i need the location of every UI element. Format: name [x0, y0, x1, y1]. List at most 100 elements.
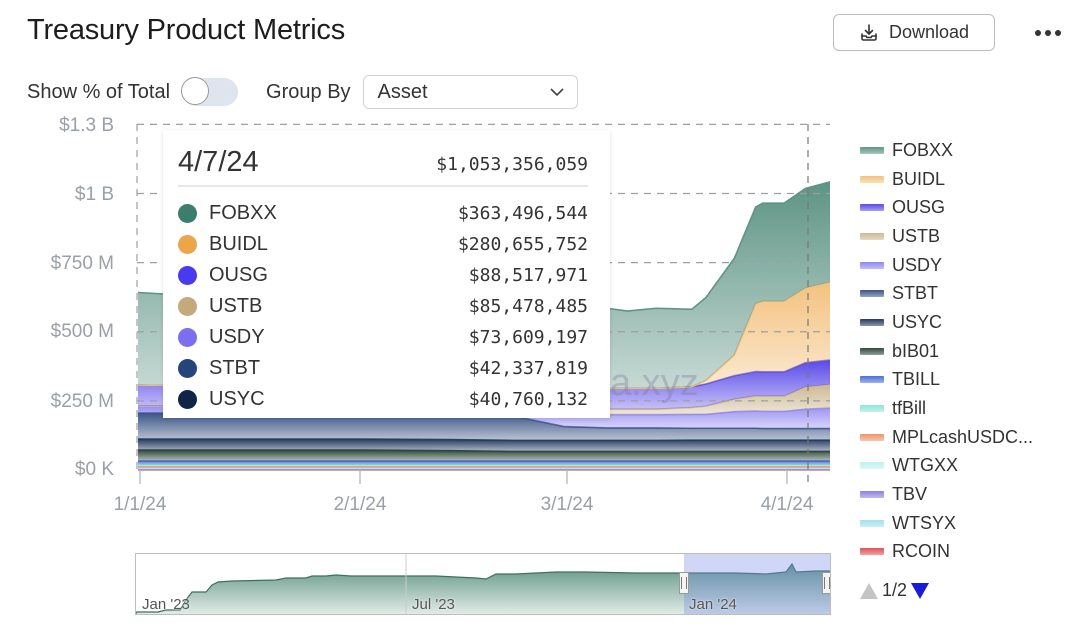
legend-item[interactable]: STBT — [860, 279, 1033, 308]
chevron-down-icon — [549, 88, 564, 97]
y-tick: $1.3 B — [59, 115, 114, 136]
more-options-button[interactable] — [1030, 18, 1066, 48]
tooltip-row: USTB $85,478,485 — [178, 291, 588, 321]
legend-label: WTGXX — [892, 455, 958, 476]
range-navigator[interactable]: Jan '23 Jul '23 Jan '24 — [135, 553, 831, 615]
legend-swatch-icon — [860, 175, 884, 183]
legend-swatch-icon — [860, 462, 884, 470]
navigator-left-handle[interactable] — [679, 572, 689, 594]
y-tick: $1 B — [74, 184, 114, 205]
area-tbill[interactable] — [138, 461, 830, 465]
legend-item[interactable]: WTGXX — [860, 452, 1033, 481]
group-by-select[interactable]: Asset — [362, 75, 578, 109]
tooltip-row: FOBXX $363,496,544 — [178, 198, 588, 228]
legend-label: TBV — [892, 484, 928, 505]
tooltip-series-name: STBT — [209, 356, 261, 379]
chart-grid — [136, 123, 830, 484]
legend-label: WTSYX — [892, 512, 957, 533]
tooltip-row: USDY $73,609,197 — [178, 322, 588, 352]
tooltip-series-value: $73,609,197 — [468, 326, 588, 348]
group-by-label: Group By — [266, 80, 351, 103]
navigator-selection[interactable] — [684, 554, 830, 614]
legend-label: tfBill — [892, 398, 927, 419]
tooltip-series-name: BUIDL — [209, 232, 268, 255]
more-dots-icon — [1035, 30, 1041, 36]
legend-page: 1/2 — [882, 580, 908, 600]
legend-item[interactable]: USDY — [860, 251, 1033, 280]
tooltip-total: $1,053,356,059 — [436, 154, 588, 175]
legend-label: FOBXX — [892, 139, 954, 160]
legend-item[interactable]: USTB — [860, 222, 1033, 251]
legend-label: STBT — [892, 283, 939, 304]
legend-label: BUIDL — [892, 168, 946, 189]
legend-item[interactable]: WTSYX — [860, 509, 1033, 538]
navigator-right-handle[interactable] — [822, 572, 830, 594]
tooltip-row: STBT $42,337,819 — [178, 353, 588, 383]
legend-item[interactable]: BUIDL — [860, 165, 1033, 194]
navigator-label: Jan '23 — [142, 596, 190, 613]
legend-item[interactable]: MPLcashUSDC... — [860, 423, 1033, 452]
navigator-label: Jul '23 — [412, 596, 455, 613]
tooltip-row: OUSG $88,517,971 — [178, 260, 588, 290]
download-icon — [861, 23, 877, 41]
x-tick: 2/1/24 — [333, 494, 387, 515]
download-button[interactable]: Download — [833, 14, 995, 51]
y-tick: $0 K — [74, 459, 114, 480]
chart-legend: FOBXX BUIDL OUSG USTB USDY STBT USYC bIB01 TBILL… — [860, 136, 1033, 566]
area-bib01[interactable] — [138, 450, 830, 462]
legend-label: MPLcashUSDC... — [892, 426, 1034, 447]
x-tick: 1/1/24 — [113, 494, 167, 515]
series-dot-icon — [178, 234, 197, 254]
area-usyc[interactable] — [138, 439, 830, 452]
legend-item[interactable]: bIB01 — [860, 337, 1033, 366]
tooltip-series-value: $85,478,485 — [468, 295, 588, 317]
tooltip-row: USYC $40,760,132 — [178, 384, 588, 414]
tooltip-series-name: USYC — [209, 387, 265, 410]
legend-swatch-icon — [860, 519, 884, 527]
legend-swatch-icon — [860, 433, 884, 441]
series-dot-icon — [178, 265, 197, 285]
legend-swatch-icon — [860, 491, 884, 499]
tooltip-series-value: $363,496,544 — [457, 202, 588, 224]
y-tick: $250 M — [50, 391, 114, 412]
legend-label: RCOIN — [892, 541, 950, 562]
legend-swatch-icon — [860, 347, 884, 355]
tooltip-series-value: $280,655,752 — [457, 233, 588, 255]
legend-item[interactable]: TBV — [860, 480, 1033, 509]
y-tick: $500 M — [50, 321, 114, 342]
grip-icon — [681, 577, 687, 589]
legend-label: OUSG — [892, 197, 946, 218]
legend-label: TBILL — [892, 369, 941, 390]
series-dot-icon — [178, 296, 197, 316]
show-pct-toggle[interactable] — [181, 77, 239, 106]
legend-label: bIB01 — [892, 340, 940, 361]
tooltip-divider — [178, 185, 588, 187]
group-by-value: Asset — [377, 80, 428, 103]
legend-item[interactable]: USYC — [860, 308, 1033, 337]
navigator-label: Jan '24 — [689, 596, 737, 613]
x-tick: 4/1/24 — [760, 494, 814, 515]
legend-item[interactable]: TBILL — [860, 366, 1033, 395]
legend-item[interactable]: OUSG — [860, 193, 1033, 222]
hover-tooltip: 4/7/24 $1,053,356,059 FOBXX $363,496,544 B… — [163, 130, 610, 418]
legend-item[interactable]: FOBXX — [860, 136, 1033, 165]
toggle-knob — [181, 77, 210, 105]
tooltip-series-name: FOBXX — [209, 201, 277, 224]
more-dot — [1045, 30, 1051, 36]
legend-label: USDY — [892, 254, 943, 275]
legend-prev-icon[interactable] — [860, 582, 878, 599]
series-dot-icon — [178, 358, 197, 378]
tooltip-series-value: $88,517,971 — [468, 264, 588, 286]
legend-label: USYC — [892, 311, 943, 332]
tooltip-series-value: $42,337,819 — [468, 357, 588, 379]
show-pct-label: Show % of Total — [27, 80, 171, 103]
legend-label: USTB — [892, 225, 941, 246]
tooltip-row: BUIDL $280,655,752 — [178, 229, 588, 259]
legend-pager: 1/2 — [860, 580, 930, 601]
legend-swatch-icon — [860, 232, 884, 240]
legend-item[interactable]: tfBill — [860, 394, 1033, 423]
tooltip-series-value: $40,760,132 — [468, 388, 588, 410]
legend-item[interactable]: RCOIN — [860, 538, 1033, 567]
legend-next-icon[interactable] — [911, 582, 930, 599]
area-stbt[interactable] — [138, 412, 830, 441]
